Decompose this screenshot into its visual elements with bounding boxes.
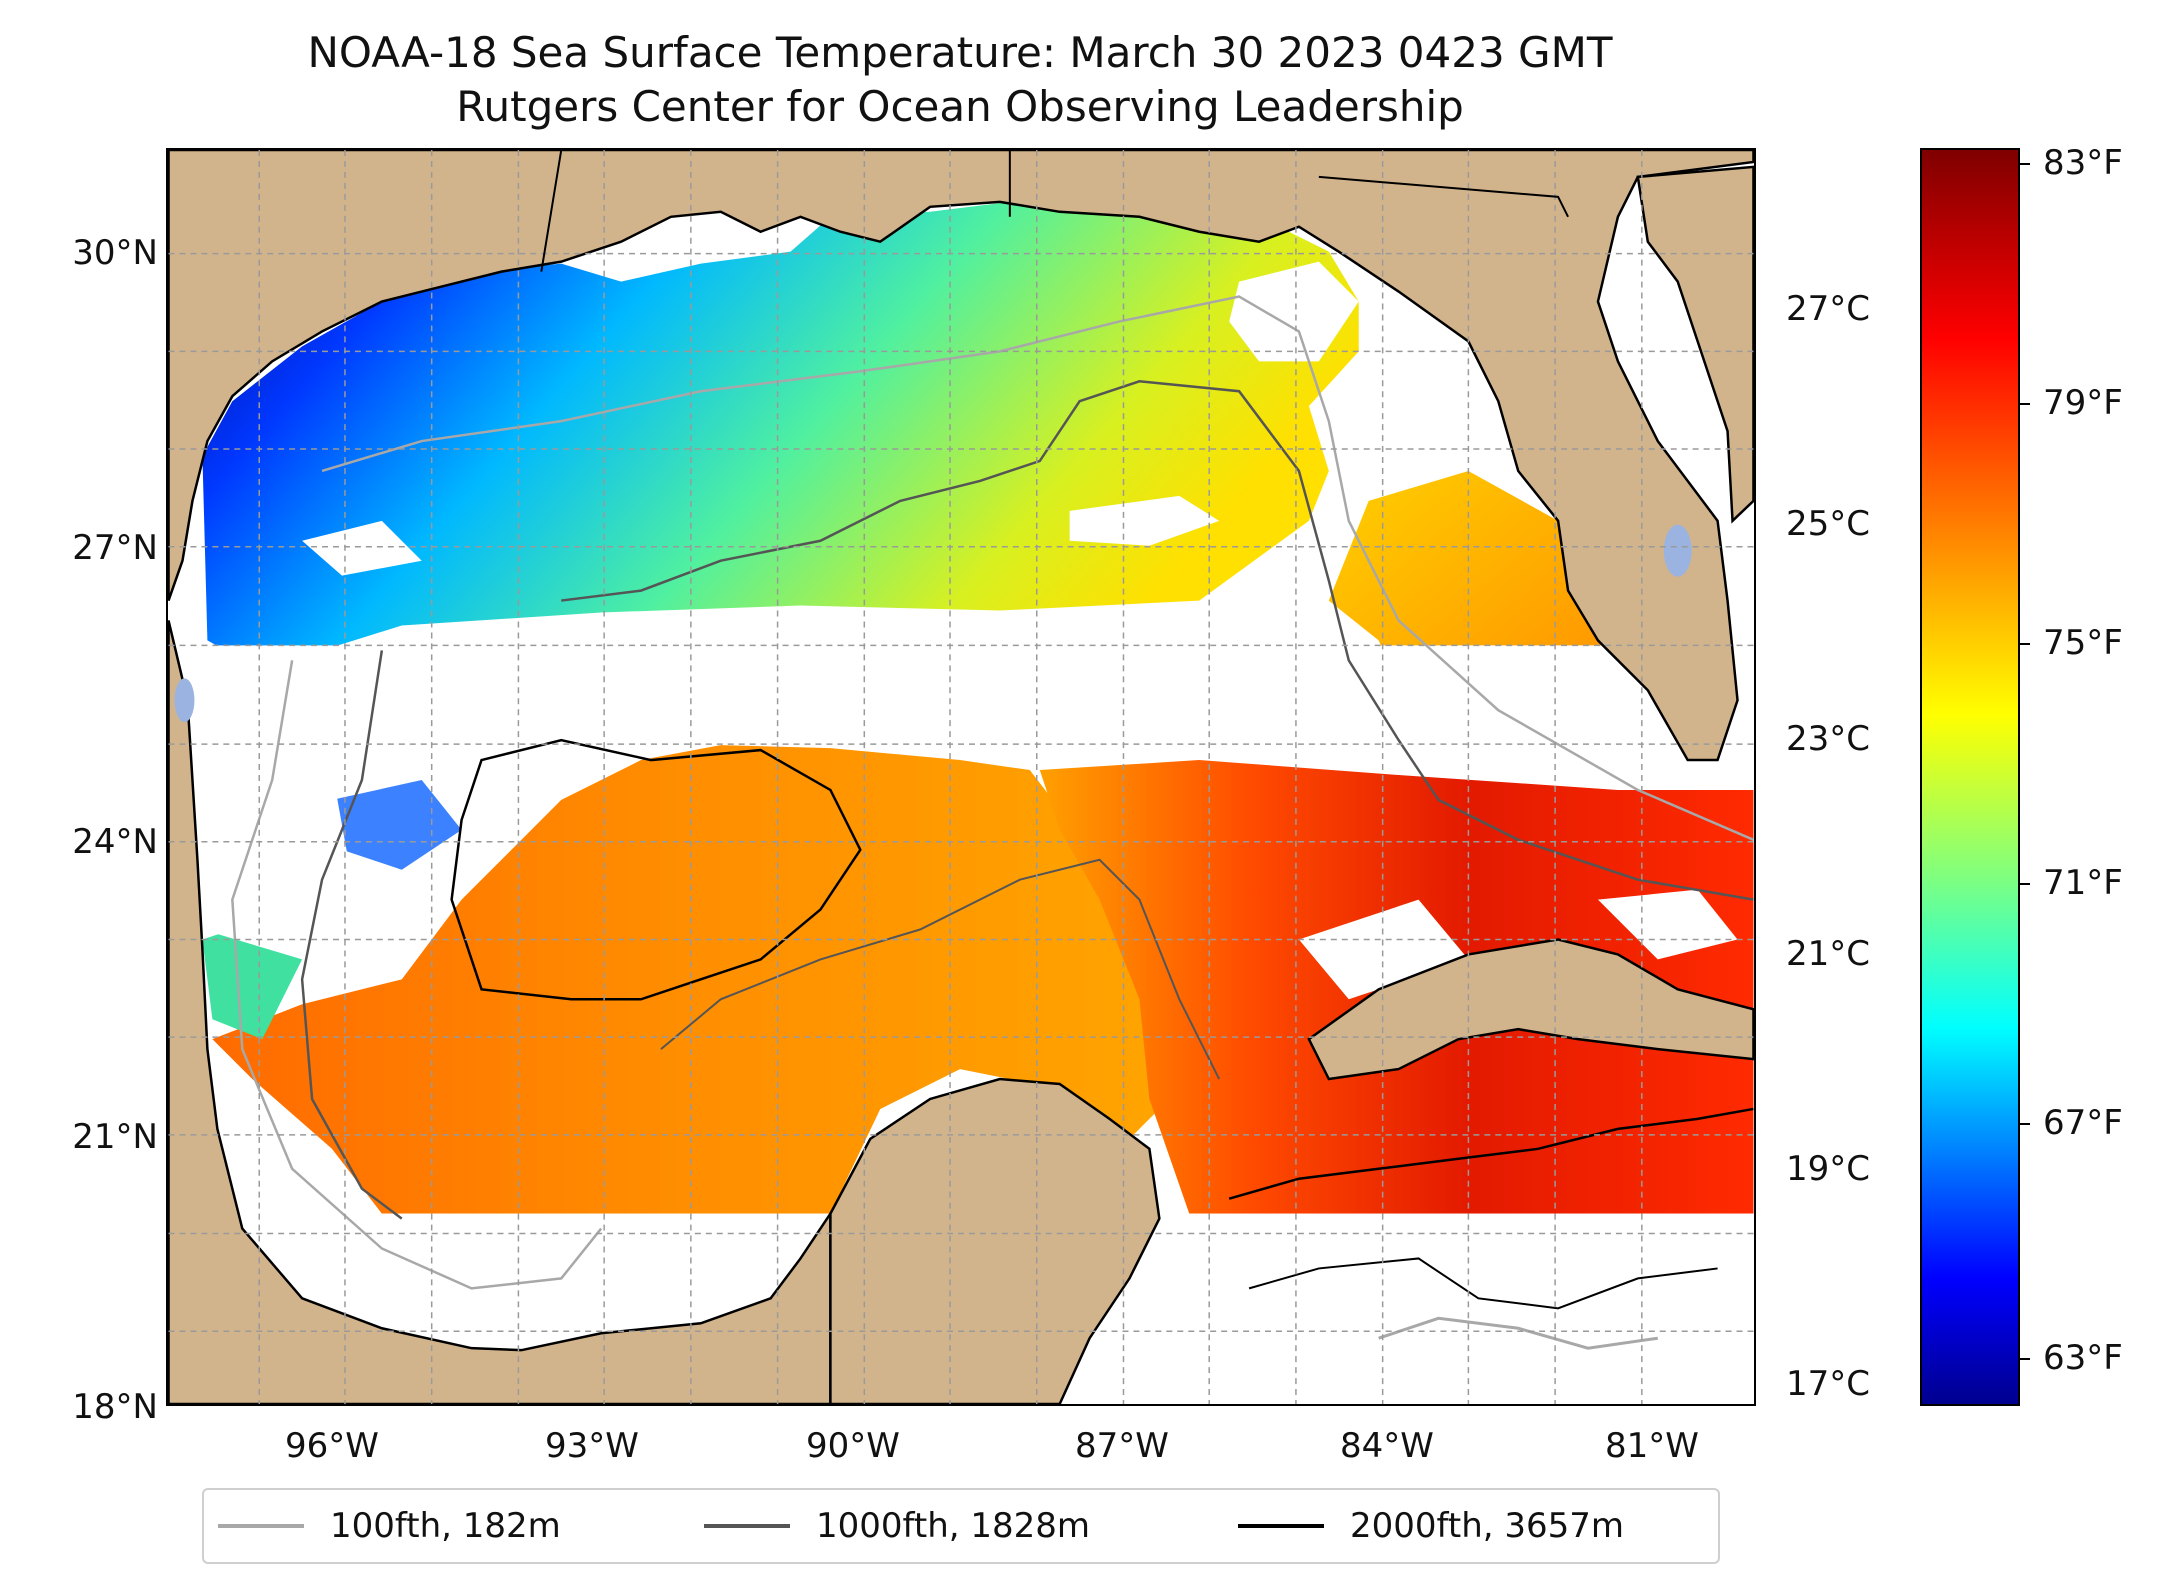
coastal-lagoon [174, 678, 195, 723]
contour-1000fth [561, 379, 1754, 901]
celsius-label: 23°C [1786, 719, 1871, 759]
sst-cool-north [202, 201, 1359, 666]
lon-label: 81°W [1605, 1426, 1699, 1466]
lat-label: 21°N [72, 1117, 158, 1157]
lon-label: 90°W [806, 1426, 900, 1466]
lat-label: 18°N [72, 1387, 158, 1427]
contour-1000fth [300, 650, 403, 1220]
cloud-gap [1229, 261, 1359, 362]
cloud-gap [1597, 889, 1738, 960]
legend-label: 2000fth, 3657m [1350, 1506, 1625, 1546]
cloud-gap [1298, 899, 1469, 1000]
sst-map-graphic [168, 150, 1754, 1404]
legend-line-2000fth [1238, 1524, 1324, 1528]
contour-2000fth [1228, 1107, 1754, 1200]
contour-100fth [1378, 1316, 1658, 1350]
graticule [168, 150, 1754, 1404]
lon-label: 93°W [545, 1426, 639, 1466]
contour-2000fth [450, 738, 862, 1001]
land-mexico [168, 620, 832, 1404]
celsius-label: 25°C [1786, 504, 1871, 544]
fahrenheit-label: 71°F [2043, 863, 2123, 903]
lat-label: 30°N [72, 233, 158, 273]
fahrenheit-label: 79°F [2043, 383, 2123, 423]
lon-label: 87°W [1075, 1426, 1169, 1466]
celsius-label: 21°C [1786, 934, 1871, 974]
sst-warm-west [212, 745, 1180, 1214]
land-united-states [168, 150, 1754, 762]
fahrenheit-label: 75°F [2043, 623, 2123, 663]
cloud-band [168, 645, 1754, 766]
fahrenheit-label: 63°F [2043, 1338, 2123, 1378]
state-border [1318, 175, 1569, 218]
celsius-label: 17°C [1786, 1364, 1871, 1404]
lat-label: 27°N [72, 528, 158, 568]
legend-label: 100fth, 182m [330, 1506, 561, 1546]
state-border [540, 150, 563, 272]
sst-map [166, 148, 1756, 1406]
colorbar-ticks [2018, 148, 2030, 1406]
land-yucatan [829, 1077, 1161, 1404]
contour-2000fth [1248, 1257, 1718, 1310]
contour-100fth [321, 295, 1754, 841]
cloud-gap [182, 770, 352, 960]
contour-legend: 100fth, 182m 1000fth, 1828m 2000fth, 365… [202, 1488, 1720, 1564]
cloud-gap [1069, 495, 1220, 546]
lat-label: 24°N [72, 822, 158, 862]
legend-label: 1000fth, 1828m [816, 1506, 1091, 1546]
map-subtitle: Rutgers Center for Ocean Observing Leade… [456, 82, 1464, 131]
celsius-label: 19°C [1786, 1149, 1871, 1189]
sst-patch [332, 779, 462, 870]
legend-item-100fth: 100fth, 182m [218, 1490, 561, 1562]
temperature-colorbar [1920, 148, 2020, 1406]
contour-1000fth [660, 858, 1221, 1080]
lon-label: 84°W [1340, 1426, 1434, 1466]
cloud-gap [302, 520, 422, 576]
lon-label: 96°W [285, 1426, 379, 1466]
fahrenheit-label: 67°F [2043, 1103, 2123, 1143]
celsius-label: 27°C [1786, 289, 1871, 329]
fahrenheit-label: 83°F [2043, 143, 2123, 183]
legend-item-2000fth: 2000fth, 3657m [1238, 1490, 1624, 1562]
legend-line-1000fth [704, 1524, 790, 1528]
map-title: NOAA-18 Sea Surface Temperature: March 3… [307, 28, 1613, 77]
legend-line-100fth [218, 1524, 304, 1528]
legend-item-1000fth: 1000fth, 1828m [704, 1490, 1090, 1562]
lake-okeechobee [1663, 524, 1692, 577]
land-florida [1636, 165, 1754, 524]
